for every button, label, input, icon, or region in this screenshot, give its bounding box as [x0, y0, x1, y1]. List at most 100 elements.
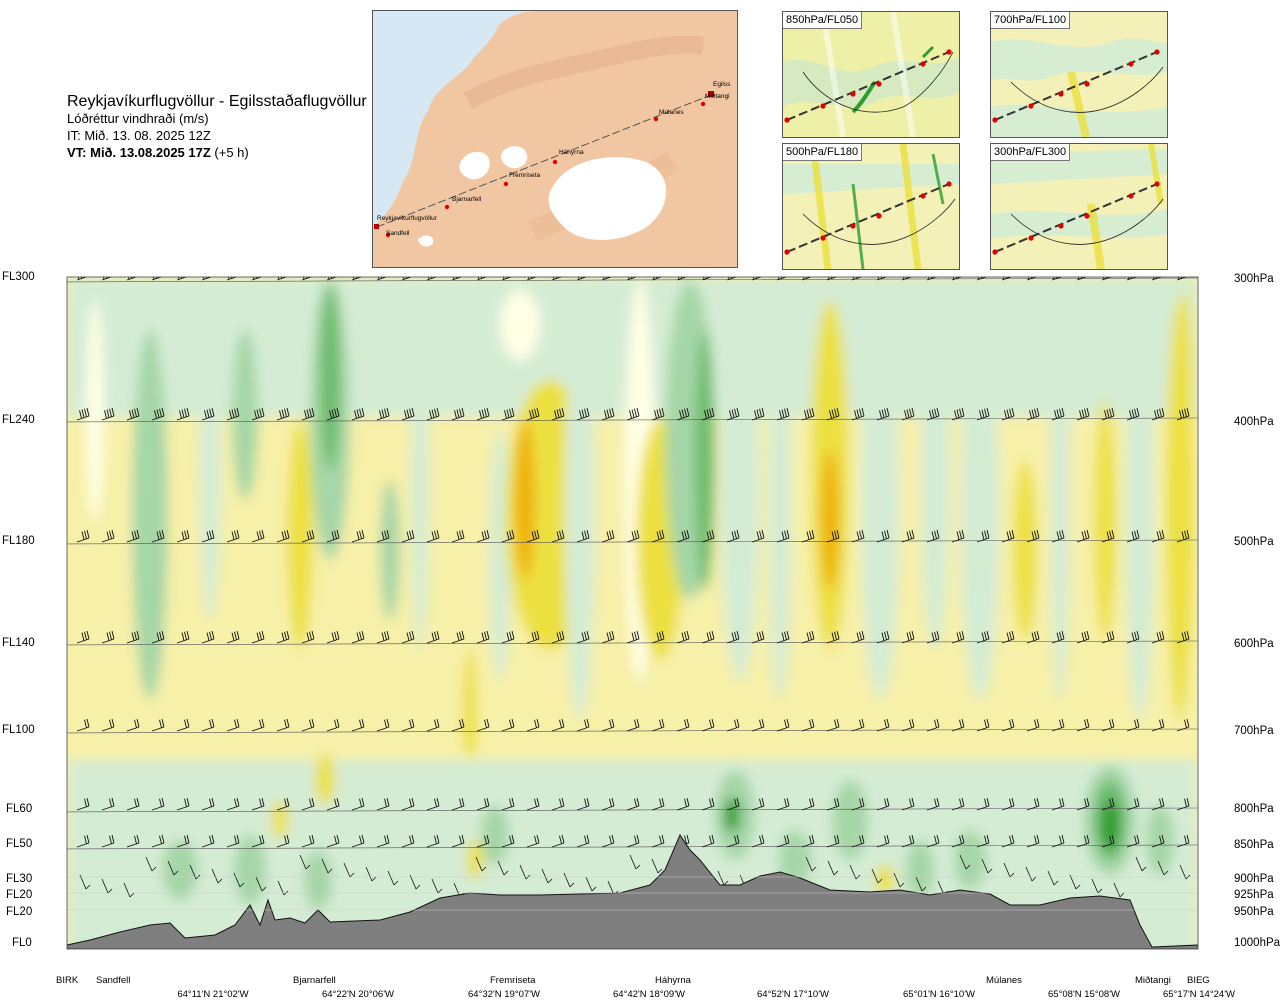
wind-field-streak	[768, 300, 792, 700]
wind-barb	[601, 718, 615, 732]
wind-barb	[226, 797, 240, 811]
map-label-hahyrna: Háhyrna	[559, 149, 584, 156]
valid-time-line: VT: Mið. 13.08.2025 17Z (+5 h)	[67, 144, 367, 161]
wind-barb	[601, 407, 615, 421]
wind-barb	[226, 407, 240, 421]
wind-barb	[476, 407, 490, 421]
location-label: Miðtangi	[1135, 975, 1171, 986]
map-label-egilsstadir: Egilss	[713, 81, 731, 88]
wind-field-streak	[489, 430, 511, 680]
wind-barb	[401, 630, 415, 644]
wind-barb	[426, 407, 440, 421]
wind-barb-low	[981, 858, 993, 874]
wind-barb	[876, 797, 890, 811]
wind-field-blob	[1180, 820, 1198, 880]
wind-field-blob	[832, 780, 868, 860]
route-map-svg	[373, 11, 737, 267]
wind-barb	[1126, 797, 1140, 811]
wind-barb	[926, 797, 940, 811]
wind-barb-low	[585, 876, 597, 892]
wind-barb	[1076, 529, 1090, 543]
glacier-vatnajokull	[548, 157, 667, 240]
wind-barb	[501, 630, 515, 644]
wind-barb	[201, 407, 215, 421]
wind-barb	[576, 630, 590, 644]
wind-barb	[1076, 834, 1090, 848]
wind-barb	[126, 718, 140, 732]
wind-barb	[576, 718, 590, 732]
location-label: Sandfell	[96, 975, 131, 986]
valid-offset: (+5 h)	[214, 145, 249, 160]
wind-barb	[1026, 834, 1040, 848]
wind-barb	[1051, 797, 1065, 811]
wind-barb	[651, 630, 665, 644]
wind-barb	[826, 630, 840, 644]
wind-field-streak	[1125, 300, 1155, 720]
wind-barb	[1001, 718, 1015, 732]
panel-300hpa: 300hPa/FL300	[990, 143, 1168, 270]
wind-barb	[426, 630, 440, 644]
wind-barb	[1151, 407, 1165, 421]
wind-barb	[1001, 834, 1015, 848]
wind-barb	[1051, 630, 1065, 644]
wind-barb	[701, 529, 715, 543]
wind-barb	[101, 797, 115, 811]
wind-barb	[1101, 834, 1115, 848]
route-end-marker	[708, 91, 714, 97]
map-point-midtangi	[700, 101, 706, 107]
wind-barb	[926, 630, 940, 644]
wind-barb	[751, 718, 765, 732]
wind-barb	[301, 834, 315, 848]
chart-subtitle: Lóðréttur vindhraði (m/s)	[67, 111, 209, 126]
wind-barb	[151, 630, 165, 644]
wind-barb	[101, 407, 115, 421]
wind-barb-low	[233, 872, 245, 888]
wind-barb	[826, 797, 840, 811]
wind-barb	[376, 834, 390, 848]
wind-barb	[926, 834, 940, 848]
wind-barb	[226, 718, 240, 732]
wind-field-streak	[320, 285, 340, 470]
wind-field-streak	[411, 320, 429, 650]
panel-500hpa: 500hPa/FL180	[782, 143, 960, 270]
wind-barb	[176, 718, 190, 732]
wind-barb	[451, 529, 465, 543]
wind-barb	[326, 630, 340, 644]
wind-barb	[1176, 407, 1190, 421]
wind-barb	[351, 529, 365, 543]
wind-barb	[276, 529, 290, 543]
wind-barb	[101, 529, 115, 543]
wind-barb	[126, 834, 140, 848]
wind-barb	[1126, 834, 1140, 848]
wind-barb	[151, 834, 165, 848]
wind-barb	[376, 630, 390, 644]
wind-barb-low	[145, 856, 157, 872]
fl-label: FL100	[2, 724, 35, 736]
wind-barb	[1026, 718, 1040, 732]
panel-300hpa-label: 300hPa/FL300	[991, 144, 1071, 161]
map-point-hahyrna	[552, 159, 558, 165]
wind-barb	[1051, 407, 1065, 421]
wind-barb	[1101, 797, 1115, 811]
wind-barb	[576, 529, 590, 543]
wind-barb	[576, 797, 590, 811]
wind-barb	[326, 718, 340, 732]
wind-barb	[351, 630, 365, 644]
panel-850hpa: 850hPa/FL050	[782, 11, 960, 138]
wind-barb-low	[1003, 862, 1015, 878]
wind-barb-low	[1113, 882, 1125, 898]
wind-barb	[851, 630, 865, 644]
wind-barb	[151, 407, 165, 421]
wind-barb	[801, 529, 815, 543]
wind-barb	[676, 718, 690, 732]
wind-barb	[501, 718, 515, 732]
route-map: Reykjavíkurflugvöllur Sandfell Bjarnarfe…	[372, 10, 738, 268]
wind-barb	[326, 529, 340, 543]
wind-field-blob	[467, 840, 483, 880]
wind-barb	[1176, 834, 1190, 848]
wind-barb	[1176, 630, 1190, 644]
wind-field-streak	[1013, 460, 1037, 640]
wind-barb	[526, 529, 540, 543]
wind-barb	[426, 797, 440, 811]
wind-barb	[926, 407, 940, 421]
